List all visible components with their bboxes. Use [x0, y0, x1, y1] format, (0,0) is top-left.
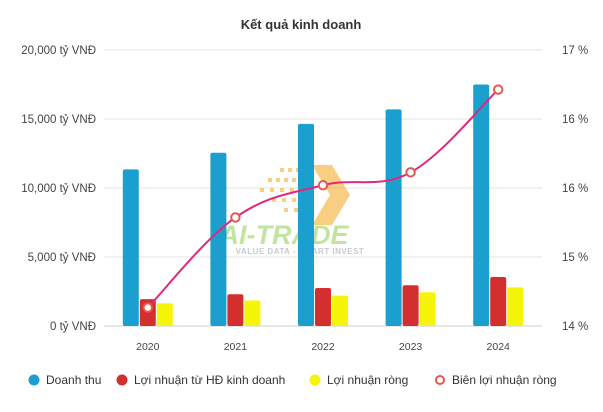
bar-Doanh thu — [473, 84, 490, 326]
legend-marker-Biên lợi nhuận ròng — [435, 375, 445, 385]
line-Biên lợi nhuận ròng — [147, 88, 499, 309]
legend-label: Biên lợi nhuận ròng — [452, 373, 557, 387]
x-tick-label: 2023 — [399, 341, 423, 353]
y-left-tick-label: 20,000 tỷ VNĐ — [21, 45, 96, 57]
line-point — [405, 167, 416, 178]
legend-marker-Doanh thu — [28, 374, 40, 386]
x-tick-label: 2024 — [487, 341, 511, 353]
legend-label: Doanh thu — [46, 373, 101, 387]
line-point — [142, 302, 154, 313]
x-tick-label: 2022 — [311, 341, 335, 353]
y-right-tick-label: 15 % — [562, 252, 588, 264]
axis-labels: 0 tỷ VNĐ 5,000 tỷ VNĐ 10,000 tỷ VNĐ 15,000 … — [21, 45, 588, 353]
y-right-tick-label: 16 % — [562, 183, 588, 195]
legend-marker-Lợi nhuận từ HĐ kinh doanh — [116, 374, 128, 386]
watermark-chevron-shape — [312, 165, 350, 225]
margin-line — [142, 84, 504, 313]
legend: Doanh thu Lợi nhuận từ HĐ kinh doanh Lợi n… — [28, 373, 557, 387]
legend-label: Lợi nhuận từ HĐ kinh doanh — [134, 373, 285, 387]
bar-Lợi nhuận từ HĐ kinh doanh — [490, 277, 507, 326]
y-left-tick-label: 10,000 tỷ VNĐ — [21, 183, 96, 195]
legend-marker-Lợi nhuận ròng — [309, 374, 321, 386]
watermark-dots — [260, 168, 306, 212]
watermark-text: AI-TRADE — [219, 220, 350, 250]
y-left-tick-label: 5,000 tỷ VNĐ — [28, 252, 96, 264]
bar-Doanh thu — [298, 123, 314, 326]
line-point — [317, 180, 329, 191]
bar-Lợi nhuận ròng — [244, 300, 261, 326]
bar-Doanh thu — [122, 169, 139, 326]
x-tick-label: 2020 — [136, 341, 160, 353]
bar-Lợi nhuận từ HĐ kinh doanh — [402, 285, 419, 326]
y-left-tick-label: 0 tỷ VNĐ — [50, 321, 96, 333]
bar-Lợi nhuận ròng — [156, 303, 173, 326]
y-left-tick-label: 15,000 tỷ VNĐ — [21, 114, 96, 126]
bar-Lợi nhuận ròng — [332, 295, 348, 326]
y-right-tick-label: 17 % — [562, 45, 588, 57]
bar-Lợi nhuận ròng — [507, 287, 524, 326]
legend-label: Lợi nhuận ròng — [327, 373, 408, 387]
y-right-tick-label: 16 % — [562, 114, 588, 126]
x-tick-label: 2021 — [224, 341, 248, 353]
y-right-tick-label: 14 % — [562, 321, 588, 333]
bar-Doanh thu — [210, 152, 227, 326]
line-point — [493, 84, 504, 95]
bar-Lợi nhuận từ HĐ kinh doanh — [315, 288, 331, 326]
chart-title: Kết quả kinh doanh — [241, 17, 362, 32]
bar-Lợi nhuận từ HĐ kinh doanh — [227, 294, 244, 326]
bar-Lợi nhuận ròng — [419, 292, 436, 326]
watermark-logo: AI-TRADE VALUE DATA - SMART INVEST — [219, 165, 364, 256]
bars — [122, 84, 524, 326]
line-point — [230, 212, 241, 223]
bar-Doanh thu — [385, 109, 402, 326]
